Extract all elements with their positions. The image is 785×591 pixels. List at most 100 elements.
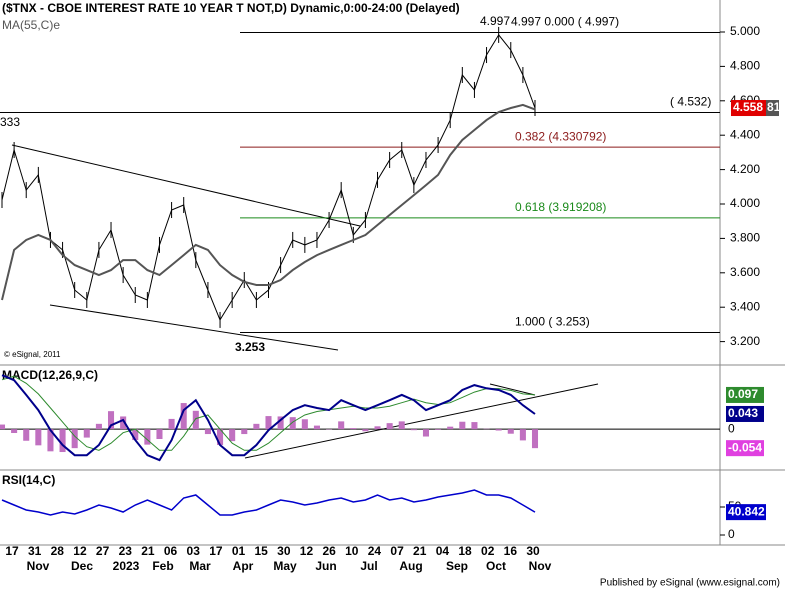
value-tag xyxy=(726,405,764,422)
macd-line xyxy=(1,374,536,462)
x-tick-label: 04 xyxy=(436,544,450,558)
y-tick-label: 4.200 xyxy=(730,162,760,176)
histogram-bar xyxy=(495,429,502,431)
x-tick-label: 24 xyxy=(368,544,382,558)
signal-line xyxy=(1,375,536,451)
x-tick-label: 23 xyxy=(119,544,133,558)
month-label: Jun xyxy=(315,559,336,573)
x-tick-label: 30 xyxy=(526,544,540,558)
histogram-bar xyxy=(435,429,442,430)
chart-title: ($TNX - CBOE INTEREST RATE 10 YEAR T NOT… xyxy=(2,1,460,15)
histogram-bar xyxy=(507,429,514,434)
x-tick-label: 18 xyxy=(458,544,472,558)
histogram-bar xyxy=(168,418,175,430)
histogram-bar xyxy=(519,429,526,441)
price-line xyxy=(1,34,536,322)
histogram-bar xyxy=(277,416,284,430)
histogram-bar xyxy=(144,429,151,445)
level-label: ( 4.532) xyxy=(670,95,711,109)
x-tick-label: 03 xyxy=(187,544,201,558)
y-tick-label: 3.400 xyxy=(730,299,760,313)
annotation: 4.997 xyxy=(480,14,510,28)
histogram-bar xyxy=(192,410,199,430)
month-label: Jul xyxy=(360,559,377,573)
month-label: Feb xyxy=(152,559,173,573)
x-tick-label: 21 xyxy=(141,544,155,558)
copyright: © eSignal, 2011 xyxy=(4,350,61,359)
histogram-bar xyxy=(47,429,54,452)
histogram-bar xyxy=(11,429,18,434)
histogram-bar xyxy=(120,416,127,430)
y-tick-label: 5.000 xyxy=(730,24,760,38)
histogram-bar xyxy=(410,429,417,431)
x-tick-label: 15 xyxy=(254,544,268,558)
y-tick-label: 0 xyxy=(728,527,735,541)
x-tick-label: 31 xyxy=(28,544,42,558)
histogram-bar xyxy=(253,423,260,430)
y-tick-label: 3.600 xyxy=(730,265,760,279)
histogram-bar xyxy=(132,429,139,441)
x-tick-label: 02 xyxy=(481,544,495,558)
x-tick-label: 07 xyxy=(390,544,404,558)
month-label: May xyxy=(273,559,297,573)
histogram-bar xyxy=(0,424,6,430)
month-label: Apr xyxy=(233,559,254,573)
price-tag-suffix-label: 81 xyxy=(767,100,781,114)
y-tick-label: 3.200 xyxy=(730,334,760,348)
month-label: Dec xyxy=(71,559,93,573)
histogram-bar xyxy=(531,429,539,449)
histogram-bar xyxy=(180,403,187,430)
x-tick-label: 17 xyxy=(209,544,223,558)
price-tag-suffix xyxy=(766,100,779,117)
publisher: Published by eSignal (www.esignal.com) xyxy=(600,578,780,589)
histogram-bar xyxy=(386,423,393,430)
level-label: 1.000 ( 3.253) xyxy=(515,315,590,329)
histogram-bar xyxy=(35,429,42,446)
histogram-bar xyxy=(265,416,272,430)
value-tag xyxy=(726,386,764,403)
histogram-bar xyxy=(23,429,30,441)
panel-label: MACD(12,26,9,C) xyxy=(2,368,98,382)
month-label: Mar xyxy=(189,559,211,573)
x-tick-label: 30 xyxy=(277,544,291,558)
histogram-bar xyxy=(95,423,102,430)
histogram-bar xyxy=(107,411,115,430)
x-tick-label: 12 xyxy=(300,544,314,558)
histogram-bar xyxy=(313,425,320,430)
month-label: Nov xyxy=(27,559,50,573)
x-tick-label: 06 xyxy=(164,544,178,558)
x-tick-label: 10 xyxy=(345,544,359,558)
x-tick-label: 01 xyxy=(232,544,246,558)
histogram-bar xyxy=(374,426,381,430)
panel-label: RSI(14,C) xyxy=(2,473,55,487)
y-tick-label: 4.400 xyxy=(730,127,760,141)
level-label: 0.382 (4.330792) xyxy=(515,129,606,143)
x-tick-label: 16 xyxy=(504,544,518,558)
month-label: Aug xyxy=(399,559,422,573)
histogram-bar xyxy=(338,421,345,430)
histogram-bar xyxy=(289,417,296,430)
histogram-bar xyxy=(83,429,90,438)
histogram-bar xyxy=(229,429,236,442)
level-label: 4.997 0.000 ( 4.997) xyxy=(511,15,619,29)
value-tag-label: 40.842 xyxy=(728,504,765,518)
month-label: Sep xyxy=(446,559,468,573)
price-tag xyxy=(731,100,766,117)
histogram-bar xyxy=(362,429,369,432)
value-tag xyxy=(726,440,764,457)
trend-line xyxy=(49,304,339,351)
histogram-bar xyxy=(350,428,357,430)
value-tag-label: 0.043 xyxy=(728,406,758,420)
trend-line xyxy=(244,383,599,459)
x-tick-label: 26 xyxy=(322,544,336,558)
histogram-bar xyxy=(422,429,430,437)
x-tick-label: 12 xyxy=(73,544,87,558)
histogram-bar xyxy=(459,421,466,430)
month-label: Nov xyxy=(529,559,552,573)
value-tag-label: 0.097 xyxy=(728,387,758,401)
histogram-bar xyxy=(301,419,308,430)
histogram-bar xyxy=(156,429,163,439)
x-tick-label: 27 xyxy=(96,544,110,558)
